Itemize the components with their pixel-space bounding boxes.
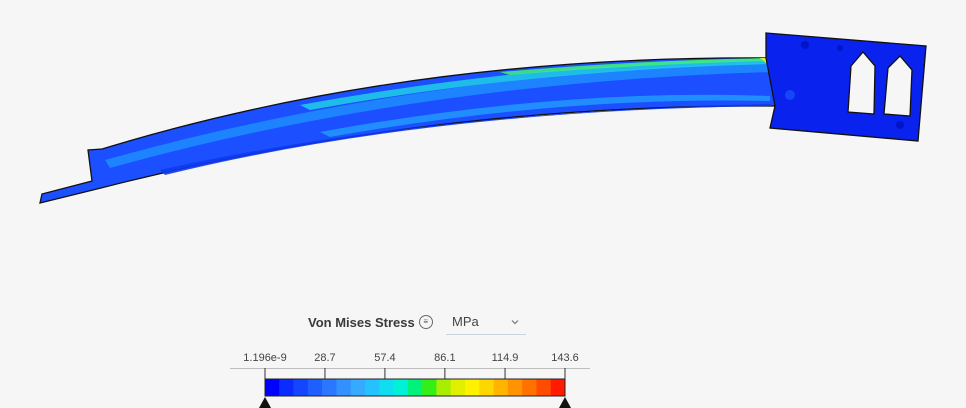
- beam-stress-band-1: [105, 62, 773, 168]
- legend-tick-label: 28.7: [314, 352, 336, 364]
- legend-tick-labels: 1.196e-9 28.7 57.4 86.1 114.9 143.6: [230, 352, 590, 368]
- mount-speckle: [801, 41, 809, 49]
- beam-stress-band-3: [500, 58, 773, 75]
- legend-color-swatch: [507, 379, 523, 396]
- unit-dropdown[interactable]: MPa: [446, 309, 526, 335]
- legend-color-swatch: [350, 379, 366, 396]
- legend-tick-label: 57.4: [374, 352, 396, 364]
- legend-max-handle[interactable]: [559, 397, 571, 408]
- legend-bar-border: [264, 378, 566, 397]
- legend-color-swatch: [365, 379, 380, 396]
- legend-color-swatch: [307, 379, 323, 396]
- beam-stress-band-2: [300, 58, 773, 110]
- legend-color-swatch: [322, 379, 337, 396]
- legend-color-swatch: [393, 379, 409, 396]
- legend-tick-label: 114.9: [491, 352, 519, 364]
- mount-speckle: [896, 121, 904, 129]
- mount-speckle: [837, 45, 843, 51]
- legend-tick-label: 86.1: [434, 352, 456, 364]
- legend-tick-label: 143.6: [551, 352, 579, 364]
- legend-min-handle[interactable]: [259, 397, 271, 408]
- mount-speckle: [785, 90, 795, 100]
- legend-header: Von Mises Stress ≡: [308, 309, 433, 335]
- legend-color-swatch: [407, 379, 423, 396]
- legend-color-swatch: [422, 379, 437, 396]
- simulation-model[interactable]: [0, 0, 966, 300]
- legend-color-swatch: [465, 379, 480, 396]
- mount-cutout-left: [847, 51, 876, 115]
- legend-color-swatch: [550, 379, 566, 396]
- legend-color-swatch: [293, 379, 309, 396]
- unit-value: MPa: [452, 314, 479, 329]
- legend-color-swatch: [379, 379, 394, 396]
- legend-tick-label: 1.196e-9: [243, 352, 287, 364]
- legend-color-swatch: [536, 379, 552, 396]
- beam-stress-band-4: [320, 94, 770, 137]
- legend-color-swatch: [265, 379, 280, 396]
- legend-color-swatch: [450, 379, 466, 396]
- mount-cutout-right: [883, 55, 913, 117]
- chevron-down-icon: [511, 319, 519, 324]
- legend-color-swatch: [279, 379, 294, 396]
- color-legend: [230, 368, 590, 408]
- legend-color-swatch: [336, 379, 352, 396]
- beam-body: [39, 57, 776, 204]
- legend-color-swatch: [479, 379, 494, 396]
- legend-color-swatch: [522, 379, 537, 396]
- legend-color-swatch: [436, 379, 452, 396]
- legend-color-swatch: [493, 379, 509, 396]
- list-icon[interactable]: ≡: [418, 315, 433, 329]
- result-title: Von Mises Stress: [308, 314, 415, 330]
